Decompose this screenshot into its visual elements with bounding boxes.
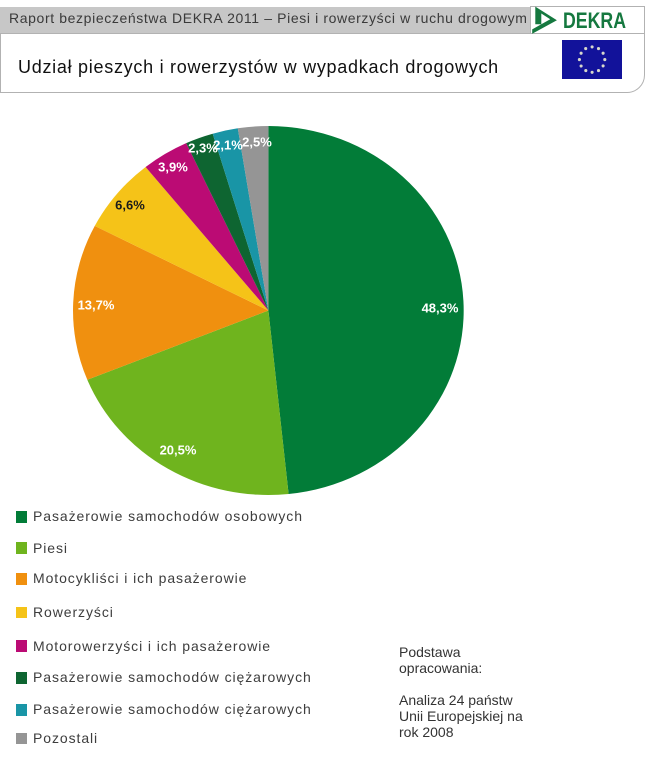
svg-text:DEKRA: DEKRA <box>563 8 626 32</box>
